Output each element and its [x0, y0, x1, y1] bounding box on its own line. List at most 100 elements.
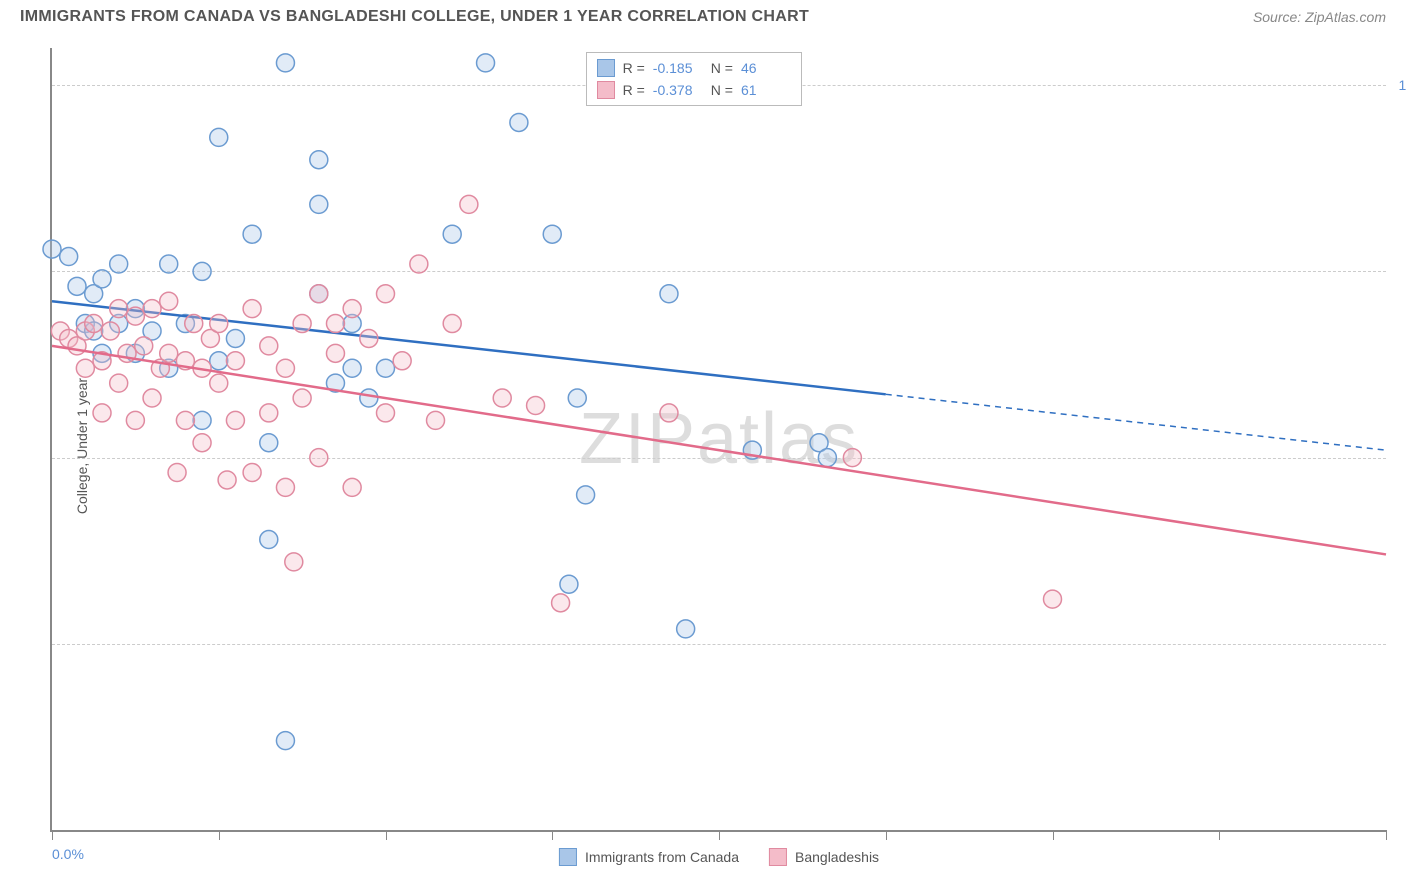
scatter-point — [76, 359, 94, 377]
scatter-point — [110, 255, 128, 273]
plot-area: ZIPatlas R =-0.185N =46R =-0.378N =61 0.… — [50, 48, 1386, 832]
scatter-point — [160, 292, 178, 310]
scatter-point — [210, 374, 228, 392]
scatter-point — [577, 486, 595, 504]
scatter-point — [243, 464, 261, 482]
scatter-point — [660, 285, 678, 303]
scatter-point — [126, 307, 144, 325]
scatter-point — [493, 389, 511, 407]
scatter-point — [560, 575, 578, 593]
legend-item: Bangladeshis — [769, 848, 879, 866]
x-tick — [219, 830, 220, 840]
scatter-point — [176, 411, 194, 429]
scatter-point — [510, 113, 528, 131]
scatter-point — [460, 195, 478, 213]
plot-svg — [52, 48, 1386, 830]
scatter-point — [218, 471, 236, 489]
chart-area: ZIPatlas R =-0.185N =46R =-0.378N =61 0.… — [50, 48, 1386, 832]
scatter-point — [343, 478, 361, 496]
scatter-point — [210, 128, 228, 146]
scatter-point — [168, 464, 186, 482]
legend-label: Immigrants from Canada — [585, 849, 739, 865]
scatter-point — [143, 389, 161, 407]
legend-swatch — [597, 59, 615, 77]
stats-box: R =-0.185N =46R =-0.378N =61 — [586, 52, 802, 106]
stat-row: R = -0.185 N = 46 — [597, 57, 791, 79]
legend-swatch — [769, 848, 787, 866]
scatter-point — [276, 478, 294, 496]
scatter-point — [310, 151, 328, 169]
stat-r-label: R = — [623, 60, 645, 76]
chart-title: IMMIGRANTS FROM CANADA VS BANGLADESHI CO… — [20, 8, 809, 26]
scatter-point — [126, 411, 144, 429]
scatter-point — [243, 225, 261, 243]
scatter-point — [543, 225, 561, 243]
scatter-point — [377, 404, 395, 422]
stat-n-value: 61 — [741, 82, 791, 98]
scatter-point — [343, 359, 361, 377]
x-tick — [886, 830, 887, 840]
scatter-point — [410, 255, 428, 273]
trend-line — [52, 346, 1386, 555]
scatter-point — [101, 322, 119, 340]
scatter-point — [243, 300, 261, 318]
scatter-point — [568, 389, 586, 407]
scatter-point — [310, 285, 328, 303]
scatter-point — [843, 449, 861, 467]
scatter-point — [443, 225, 461, 243]
stat-n-label: N = — [711, 60, 733, 76]
x-tick — [1053, 830, 1054, 840]
scatter-point — [293, 315, 311, 333]
stat-r-value: -0.185 — [653, 60, 703, 76]
scatter-point — [85, 315, 103, 333]
scatter-point — [443, 315, 461, 333]
scatter-point — [93, 270, 111, 288]
legend-swatch — [559, 848, 577, 866]
legend-item: Immigrants from Canada — [559, 848, 739, 866]
x-tick — [386, 830, 387, 840]
scatter-point — [160, 344, 178, 362]
scatter-point — [1044, 590, 1062, 608]
scatter-point — [660, 404, 678, 422]
scatter-point — [93, 404, 111, 422]
scatter-point — [293, 389, 311, 407]
scatter-point — [260, 404, 278, 422]
x-tick — [1386, 830, 1387, 840]
legend-swatch — [597, 81, 615, 99]
scatter-point — [343, 300, 361, 318]
scatter-point — [377, 285, 395, 303]
scatter-point — [427, 411, 445, 429]
scatter-point — [360, 389, 378, 407]
scatter-point — [226, 329, 244, 347]
scatter-point — [210, 315, 228, 333]
scatter-point — [527, 396, 545, 414]
scatter-point — [210, 352, 228, 370]
x-tick — [552, 830, 553, 840]
trend-line — [52, 301, 886, 394]
stat-n-value: 46 — [741, 60, 791, 76]
x-tick — [719, 830, 720, 840]
scatter-point — [60, 248, 78, 266]
scatter-point — [193, 262, 211, 280]
stat-r-label: R = — [623, 82, 645, 98]
scatter-point — [226, 411, 244, 429]
scatter-point — [326, 344, 344, 362]
stat-r-value: -0.378 — [653, 82, 703, 98]
scatter-point — [143, 300, 161, 318]
source-label: Source: ZipAtlas.com — [1253, 9, 1386, 25]
x-axis-min-label: 0.0% — [52, 846, 84, 862]
scatter-point — [360, 329, 378, 347]
scatter-point — [552, 594, 570, 612]
scatter-point — [110, 374, 128, 392]
y-tick-label: 100.0% — [1399, 77, 1406, 93]
scatter-point — [226, 352, 244, 370]
scatter-point — [477, 54, 495, 72]
scatter-point — [276, 54, 294, 72]
scatter-point — [135, 337, 153, 355]
scatter-point — [818, 449, 836, 467]
scatter-point — [393, 352, 411, 370]
scatter-point — [43, 240, 61, 258]
scatter-point — [160, 255, 178, 273]
scatter-point — [677, 620, 695, 638]
scatter-point — [276, 732, 294, 750]
